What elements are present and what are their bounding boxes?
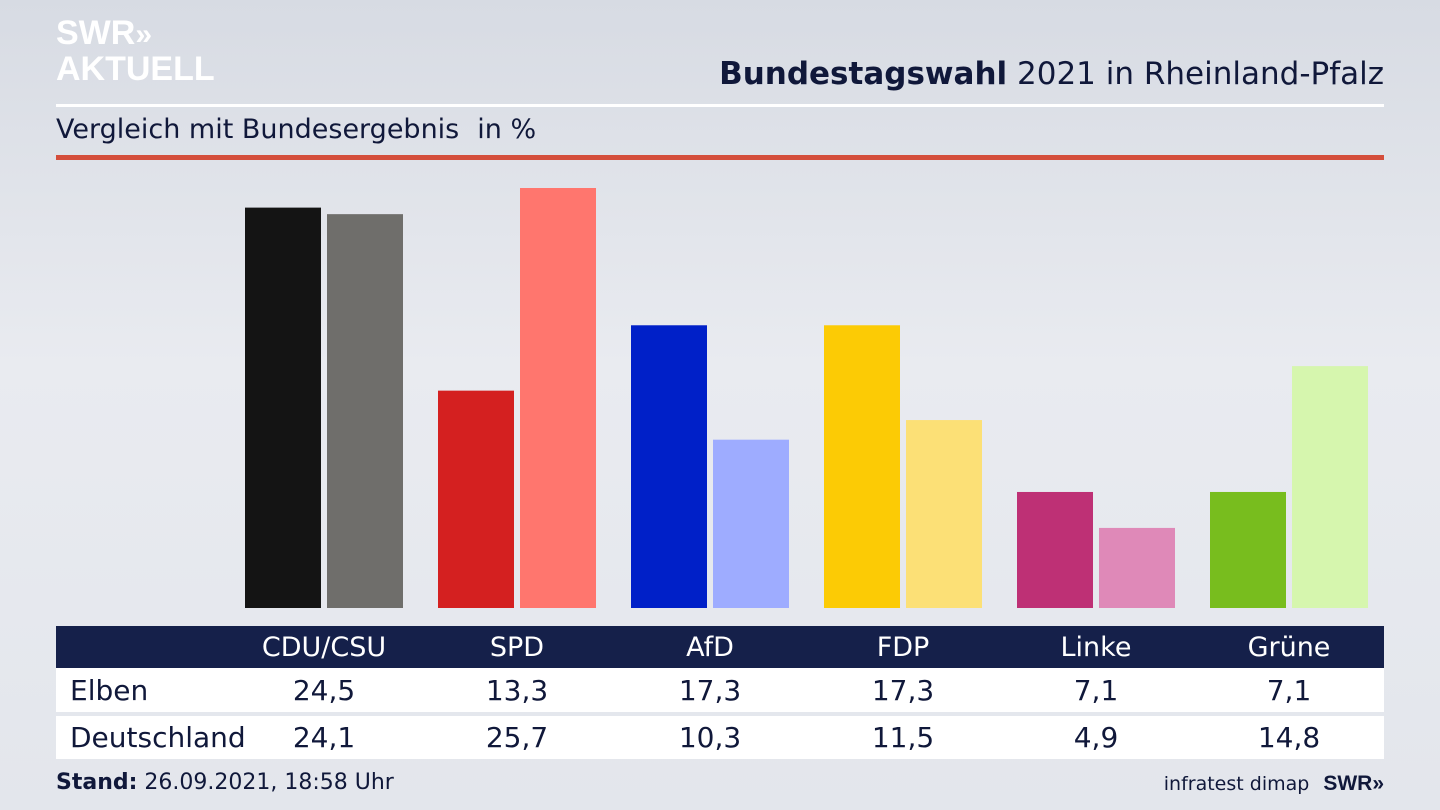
- table-cell: 14,8: [1257, 721, 1321, 754]
- table-body: Elben 24,5 13,3 17,3 17,3 7,1 7,1 Deutschland 24…: [56, 668, 1384, 759]
- column-header: CDU/CSU: [261, 631, 387, 663]
- column-header: FDP: [876, 631, 930, 663]
- table-cell: 24,5: [292, 673, 356, 707]
- bar-cdu-csu-deutschland: [327, 214, 403, 608]
- bar-spd-elben: [438, 390, 514, 608]
- table-cell: 17,3: [871, 673, 935, 707]
- bar-afd-elben: [631, 325, 707, 608]
- chart-subtitle: Vergleich mit Bundesergebnis in %: [56, 114, 537, 145]
- page-title: Bundestagswahl 2021 in Rheinland-Pfalz: [719, 56, 1384, 92]
- swr-logo: SWR»: [1323, 772, 1384, 795]
- row-label: Elben: [70, 673, 149, 707]
- bar-linke-deutschland: [1099, 527, 1175, 608]
- bar-gr-ne-deutschland: [1292, 366, 1368, 608]
- source-credit: infratest dimap SWR»: [1164, 772, 1384, 796]
- bar-cdu-csu-elben: [245, 207, 321, 608]
- bar-spd-deutschland: [520, 188, 596, 608]
- table-cell: 7,1: [1073, 673, 1119, 707]
- timestamp: Stand: 26.09.2021, 18:58 Uhr: [56, 770, 394, 795]
- title-divider: [56, 104, 1384, 107]
- swr-aktuell-logo: SWR» AKTUELL: [56, 14, 215, 88]
- row-label: Deutschland: [70, 721, 246, 754]
- results-table: CDU/CSU SPD AfD FDP Linke Grüne Elben 24,5 13,3…: [56, 626, 1384, 759]
- table-cell: 24,1: [292, 721, 356, 754]
- table-cell: 25,7: [485, 721, 549, 754]
- source-label: infratest dimap: [1163, 773, 1310, 795]
- table-row: Deutschland 24,1 25,7 10,3 11,5 4,9 14,8: [56, 716, 1384, 759]
- table-header: CDU/CSU SPD AfD FDP Linke Grüne: [56, 626, 1384, 668]
- bar-linke-elben: [1017, 491, 1093, 608]
- bar-gr-ne-elben: [1210, 491, 1286, 608]
- unit-label: in %: [477, 114, 537, 145]
- column-header: Grüne: [1247, 631, 1331, 663]
- table-cell: 7,1: [1266, 673, 1312, 707]
- table-row: Elben 24,5 13,3 17,3 17,3 7,1 7,1: [56, 668, 1384, 712]
- bar-fdp-deutschland: [906, 420, 982, 608]
- table-cell: 13,3: [485, 673, 549, 707]
- table-cell: 11,5: [871, 721, 935, 754]
- table-cell: 17,3: [678, 673, 742, 707]
- column-header: AfD: [686, 631, 734, 663]
- table-cell: 4,9: [1073, 721, 1119, 754]
- bar-fdp-elben: [824, 325, 900, 608]
- title-rest: 2021 in Rheinland-Pfalz: [1007, 56, 1384, 92]
- bar-afd-deutschland: [713, 439, 789, 608]
- column-header: Linke: [1060, 631, 1132, 663]
- table-cell: 10,3: [678, 721, 742, 754]
- column-header: SPD: [489, 631, 545, 663]
- title-bold: Bundestagswahl: [719, 56, 1008, 92]
- accent-divider: [56, 155, 1384, 160]
